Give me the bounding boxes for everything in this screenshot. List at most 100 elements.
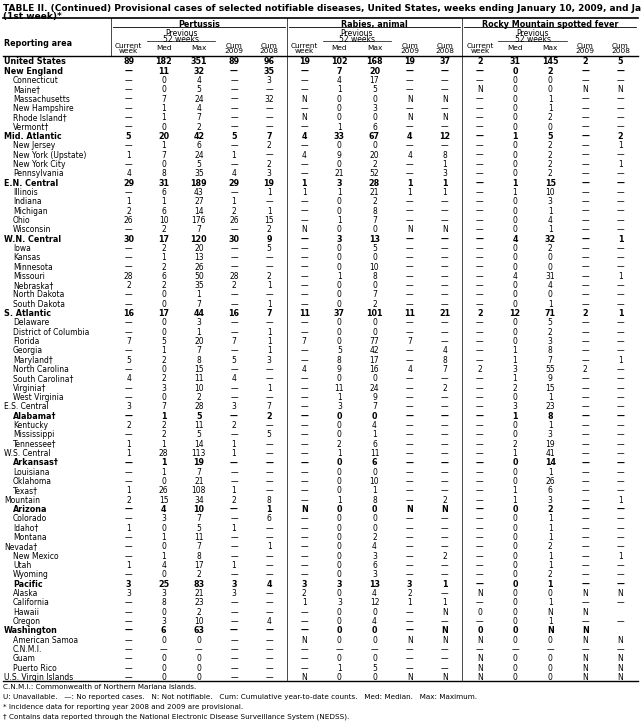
Text: 0: 0 (547, 253, 553, 262)
Text: 35: 35 (263, 66, 274, 76)
Text: 8: 8 (196, 552, 201, 561)
Text: 8: 8 (442, 151, 447, 159)
Text: 0: 0 (337, 654, 342, 663)
Text: 1: 1 (162, 533, 166, 542)
Text: —: — (301, 617, 308, 626)
Text: 1: 1 (512, 412, 518, 421)
Text: New Mexico: New Mexico (13, 552, 58, 561)
Text: 1: 1 (231, 151, 237, 159)
Text: —: — (230, 225, 238, 234)
Text: 37: 37 (439, 58, 450, 66)
Text: —: — (265, 664, 273, 673)
Text: —: — (441, 523, 449, 533)
Text: 0: 0 (337, 412, 342, 421)
Text: 0: 0 (547, 85, 553, 94)
Text: 5: 5 (196, 430, 201, 440)
Text: 63: 63 (194, 626, 204, 636)
Text: —: — (335, 645, 343, 654)
Text: —: — (265, 449, 273, 458)
Text: Cum: Cum (401, 43, 418, 49)
Text: 3: 3 (126, 403, 131, 411)
Text: Current: Current (115, 43, 142, 49)
Text: Texas†: Texas† (13, 486, 38, 495)
Text: —: — (441, 234, 449, 244)
Text: —: — (125, 263, 133, 272)
Text: 0: 0 (513, 598, 517, 607)
Text: —: — (581, 141, 589, 150)
Text: 2: 2 (266, 412, 272, 421)
Text: 0: 0 (372, 673, 377, 682)
Text: 2: 2 (548, 570, 553, 579)
Text: 4: 4 (372, 421, 377, 430)
Text: —: — (617, 384, 624, 393)
Text: 3: 3 (231, 589, 237, 598)
Text: —: — (125, 664, 133, 673)
Text: Cum: Cum (612, 43, 629, 49)
Text: Reporting area: Reporting area (4, 39, 72, 48)
Text: —: — (581, 430, 589, 440)
Text: —: — (581, 272, 589, 281)
Text: 8: 8 (372, 496, 377, 505)
Text: 14: 14 (194, 207, 204, 215)
Text: 2: 2 (513, 384, 517, 393)
Text: 1: 1 (618, 496, 623, 505)
Text: 5: 5 (231, 356, 237, 365)
Text: —: — (441, 403, 449, 411)
Text: 2: 2 (548, 169, 553, 178)
Text: —: — (406, 207, 413, 215)
Text: 1: 1 (548, 617, 553, 626)
Text: 1: 1 (337, 122, 342, 132)
Text: Illinois: Illinois (13, 188, 38, 197)
Text: 8: 8 (162, 598, 166, 607)
Text: —: — (301, 76, 308, 85)
Text: 0: 0 (162, 608, 166, 617)
Text: Oregon: Oregon (13, 617, 41, 626)
Text: —: — (406, 263, 413, 272)
Text: 5: 5 (162, 337, 166, 346)
Text: —: — (476, 579, 484, 589)
Text: 0: 0 (337, 421, 342, 430)
Text: 4: 4 (231, 374, 237, 384)
Text: 0: 0 (513, 169, 517, 178)
Text: —: — (125, 244, 133, 253)
Text: —: — (230, 664, 238, 673)
Text: —: — (441, 589, 449, 598)
Text: 1: 1 (337, 449, 342, 458)
Text: † Contains data reported through the National Electronic Disease Surveillance Sy: † Contains data reported through the Nat… (3, 714, 349, 721)
Text: —: — (476, 477, 484, 486)
Text: 52 weeks: 52 weeks (339, 35, 375, 44)
Text: 10: 10 (194, 505, 204, 514)
Text: —: — (125, 393, 133, 402)
Text: —: — (125, 598, 133, 607)
Text: —: — (406, 617, 413, 626)
Text: —: — (124, 505, 133, 514)
Text: 5: 5 (267, 430, 272, 440)
Text: —: — (441, 281, 449, 290)
Text: —: — (265, 290, 273, 299)
Text: 0: 0 (513, 328, 517, 337)
Text: —: — (406, 570, 413, 579)
Text: —: — (476, 384, 484, 393)
Text: North Carolina: North Carolina (13, 365, 69, 374)
Text: —: — (265, 122, 273, 132)
Text: —: — (441, 542, 449, 551)
Text: 21: 21 (335, 169, 344, 178)
Text: 4: 4 (372, 542, 377, 551)
Text: —: — (581, 122, 589, 132)
Text: 1: 1 (548, 95, 553, 103)
Text: 5: 5 (196, 85, 201, 94)
Text: 1: 1 (407, 178, 412, 188)
Text: —: — (441, 467, 449, 477)
Text: 0: 0 (513, 85, 517, 94)
Text: 1: 1 (302, 598, 306, 607)
Text: 0: 0 (372, 608, 377, 617)
Text: 0: 0 (477, 626, 483, 636)
Text: —: — (301, 318, 308, 328)
Text: 0: 0 (162, 328, 166, 337)
Text: Cum: Cum (226, 43, 242, 49)
Text: 1: 1 (162, 114, 166, 122)
Text: 5: 5 (547, 318, 553, 328)
Text: —: — (230, 598, 238, 607)
Text: —: — (617, 459, 624, 467)
Text: 0: 0 (372, 114, 377, 122)
